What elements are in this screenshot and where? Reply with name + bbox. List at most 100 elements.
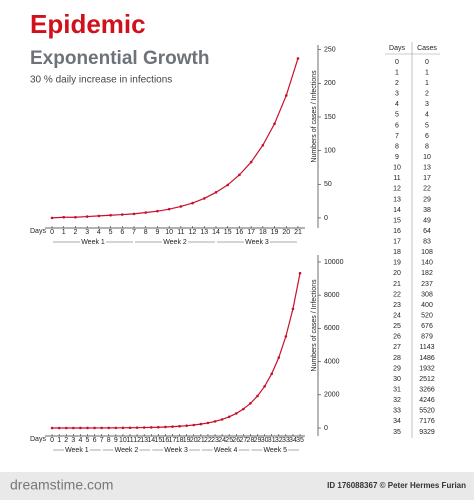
week-label: Week 2	[163, 239, 187, 246]
point	[178, 424, 181, 428]
table-cell: 0	[395, 59, 399, 66]
point	[277, 356, 281, 359]
table-cell: 140	[421, 260, 433, 267]
x-tick-label: 14	[212, 229, 220, 236]
y-tick-label: 100	[324, 147, 336, 154]
x-tick-label: 7	[100, 437, 104, 444]
x-tick-label: 11	[126, 437, 133, 444]
point	[149, 426, 153, 429]
y-tick-label: 150	[324, 114, 336, 121]
point	[120, 213, 124, 216]
x-tick-label: 18	[259, 229, 267, 236]
table-cell: 17	[393, 239, 401, 246]
table-cell: 6	[395, 122, 399, 129]
week-label: Week 5	[263, 447, 287, 454]
point	[171, 425, 174, 428]
x-tick-label: 31	[268, 437, 276, 444]
point	[214, 191, 218, 194]
point	[132, 212, 136, 216]
x-tick-label: 24	[218, 437, 226, 444]
week-label: Week 3	[245, 239, 269, 246]
point	[121, 426, 125, 430]
x-tick-label: 6	[93, 437, 97, 444]
week-label: Week 2	[115, 447, 139, 454]
x-tick-label: 27	[239, 437, 247, 444]
point	[206, 421, 210, 425]
point	[64, 426, 68, 430]
x-tick-label: 35	[296, 437, 304, 444]
table-cell: 38	[423, 207, 431, 214]
table-header: Days	[389, 45, 405, 52]
x-tick-label: 4	[97, 229, 101, 236]
table-cell: 3266	[419, 387, 435, 394]
x-tick-label: 9	[114, 437, 118, 444]
x-tick-label: 13	[140, 437, 148, 444]
point	[128, 426, 132, 430]
point	[220, 418, 224, 421]
x-tick-label: 16	[162, 437, 170, 444]
table-cell: 21	[393, 281, 401, 288]
table-cell: 400	[421, 302, 433, 309]
table-cell: 1486	[419, 355, 435, 362]
x-tick-label: 19	[183, 437, 191, 444]
x-tick-label: 8	[107, 437, 111, 444]
x-tick-label: 26	[232, 437, 240, 444]
x-tick-label: 3	[85, 229, 89, 236]
point	[100, 426, 103, 430]
table-cell: 18	[393, 249, 401, 256]
table-cell: 1932	[419, 365, 435, 372]
x-tick-label: 21	[294, 229, 302, 236]
week-label: Week 4	[214, 447, 238, 454]
week-label-bg	[163, 446, 190, 454]
x-tick-label: 3	[71, 437, 75, 444]
x-tick-label: 0	[50, 229, 54, 236]
x-tick-label: 5	[86, 437, 90, 444]
table-cell: 8	[395, 143, 399, 150]
table-cell: 35	[393, 429, 401, 436]
x-tick-label: 29	[254, 437, 262, 444]
x-tick-label: 10	[119, 437, 127, 444]
table-cell: 7176	[419, 418, 435, 425]
week-label: Week 3	[164, 447, 188, 454]
table-cell: 16	[393, 228, 401, 235]
x-tick-label: 1	[62, 229, 66, 236]
footer-bar	[0, 472, 474, 500]
table-cell: 22	[423, 186, 431, 193]
table-cell: 10	[423, 154, 431, 161]
table-cell: 1143	[419, 344, 434, 351]
table-cell: 4	[425, 112, 429, 119]
x-tick-label: 21	[197, 437, 205, 444]
table-cell: 5	[395, 112, 399, 119]
point	[202, 197, 206, 200]
table-cell: 29	[393, 365, 401, 372]
table-cell: 6	[425, 133, 429, 140]
table-cell: 28	[393, 355, 401, 362]
point	[114, 426, 118, 430]
point	[185, 424, 188, 428]
point	[261, 143, 265, 147]
table-cell: 27	[393, 344, 401, 351]
x-tick-label: 12	[189, 229, 197, 236]
table-cell: 30	[393, 376, 401, 383]
x-tick-label: 13	[200, 229, 208, 236]
table-cell: 17	[423, 175, 431, 182]
table-cell: 4246	[419, 397, 435, 404]
y-axis-label: Numbers of cases / Infections	[311, 70, 318, 163]
point	[167, 207, 171, 211]
point	[74, 215, 77, 219]
footer-credit: ID 176088367 © Peter Hermes Furian	[327, 481, 466, 490]
table-cell: 14	[393, 207, 401, 214]
line	[52, 273, 301, 429]
point	[85, 215, 89, 218]
x-tick-label: 2	[73, 229, 77, 236]
table-cell: 10	[393, 165, 401, 172]
point	[191, 201, 194, 205]
y-tick-label: 2000	[324, 392, 340, 399]
point	[234, 412, 238, 415]
subtitle: Exponential Growth	[30, 48, 209, 69]
table-cell: 2	[425, 91, 429, 98]
week-label-bg	[243, 238, 270, 246]
table-cell: 308	[421, 291, 433, 298]
y-tick-label: 10000	[324, 259, 344, 266]
point	[93, 426, 96, 430]
